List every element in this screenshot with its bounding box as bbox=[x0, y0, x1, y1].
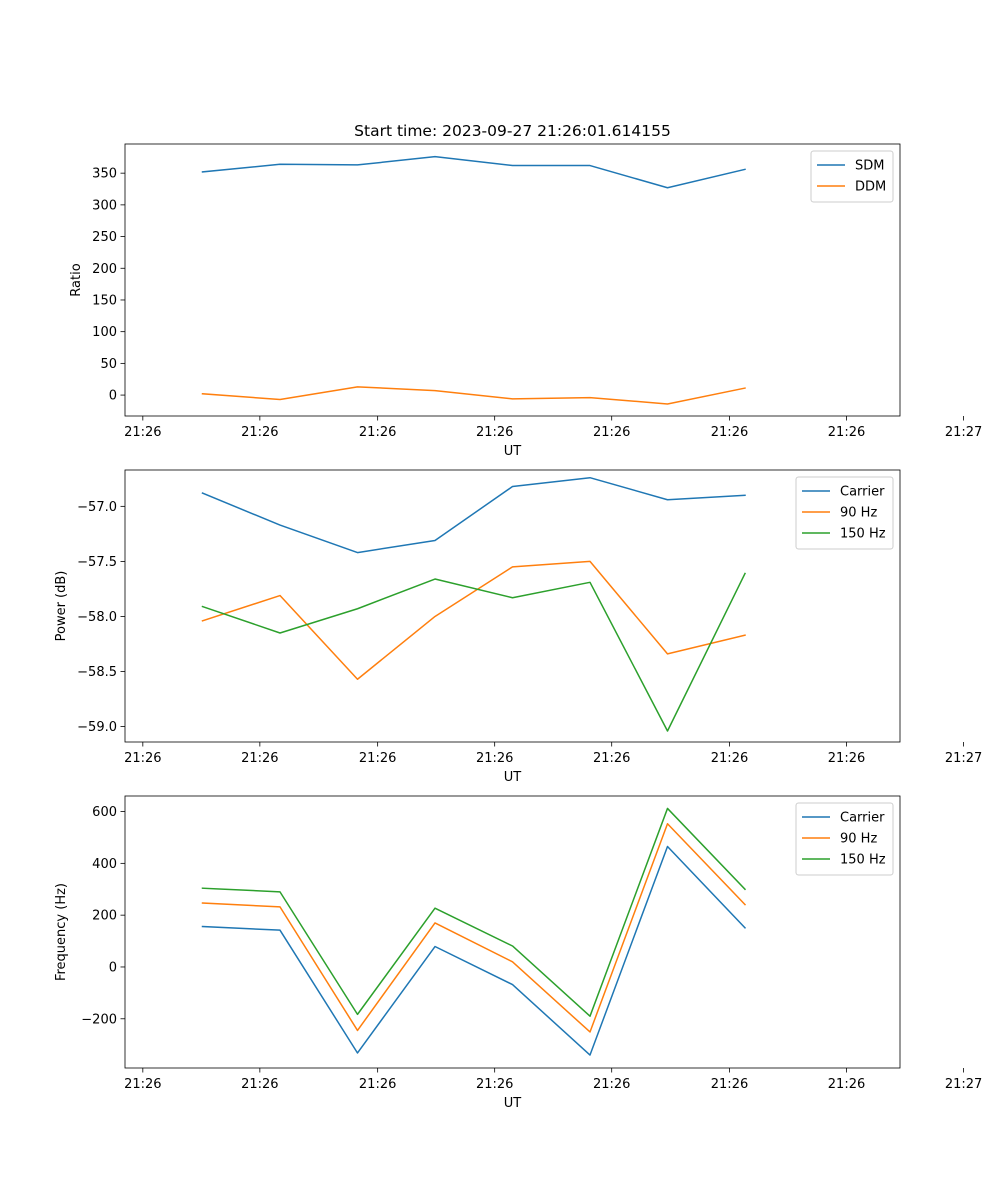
x-tick-label: 21:26 bbox=[593, 425, 630, 440]
x-tick-label: 21:26 bbox=[711, 751, 748, 766]
x-tick-label: 21:26 bbox=[359, 1077, 396, 1092]
legend-label: DDM bbox=[855, 180, 886, 195]
axes-frame bbox=[125, 144, 900, 416]
y-tick-label: 100 bbox=[92, 325, 117, 340]
x-axis-label: UT bbox=[504, 444, 522, 459]
axes-frame bbox=[125, 470, 900, 742]
x-tick-label: 21:26 bbox=[828, 1077, 865, 1092]
x-tick-label: 21:26 bbox=[828, 751, 865, 766]
x-tick-label: 21:26 bbox=[711, 425, 748, 440]
x-axis-label: UT bbox=[504, 770, 522, 785]
subplot-3: 21:26 21:26 21:26 21:26 21:26 21:26 21:26 21:27… bbox=[54, 796, 982, 1111]
x-tick-label: 21:26 bbox=[359, 751, 396, 766]
legend-label: Carrier bbox=[840, 485, 885, 500]
series-line-carrier bbox=[203, 478, 746, 553]
subplot-2: 21:26 21:26 21:26 21:26 21:26 21:26 21:26 21:27… bbox=[54, 470, 982, 785]
x-axis-label: UT bbox=[504, 1096, 522, 1111]
y-tick-label: 200 bbox=[92, 262, 117, 277]
legend: Carrier 90 Hz 150 Hz bbox=[796, 803, 893, 875]
x-tick-label: 21:26 bbox=[241, 1077, 278, 1092]
y-tick-label: 0 bbox=[109, 389, 117, 404]
y-tick-label: 300 bbox=[92, 198, 117, 213]
y-tick-label: 0 bbox=[109, 960, 117, 975]
x-tick-label: 21:26 bbox=[593, 1077, 630, 1092]
y-tick-label: 400 bbox=[92, 857, 117, 872]
x-tick-label: 21:26 bbox=[124, 425, 161, 440]
y-tick-label: −59.0 bbox=[77, 720, 117, 735]
y-axis-label: Power (dB) bbox=[54, 571, 69, 642]
y-tick-label: −57.0 bbox=[77, 500, 117, 515]
series-line-sdm bbox=[203, 157, 746, 188]
legend-label: 150 Hz bbox=[840, 527, 886, 542]
x-tick-label: 21:27 bbox=[945, 425, 982, 440]
series-line-ddm bbox=[203, 387, 746, 404]
series-line-90-hz bbox=[203, 561, 746, 679]
y-axis-label: Frequency (Hz) bbox=[54, 883, 69, 981]
y-tick-label: −57.5 bbox=[77, 555, 117, 570]
legend: SDM DDM bbox=[811, 151, 893, 202]
axes-frame bbox=[125, 796, 900, 1068]
series-line-150-hz bbox=[203, 574, 746, 731]
y-tick-label: 200 bbox=[92, 909, 117, 924]
legend-label: 90 Hz bbox=[840, 832, 877, 847]
y-axis-label: Ratio bbox=[69, 263, 84, 296]
y-tick-label: 350 bbox=[92, 167, 117, 182]
x-tick-label: 21:26 bbox=[711, 1077, 748, 1092]
y-tick-label: 50 bbox=[100, 357, 117, 372]
legend-label: Carrier bbox=[840, 811, 885, 826]
y-tick-label: 250 bbox=[92, 230, 117, 245]
x-tick-label: 21:27 bbox=[945, 751, 982, 766]
y-tick-label: −58.0 bbox=[77, 610, 117, 625]
x-tick-label: 21:26 bbox=[241, 751, 278, 766]
x-tick-label: 21:27 bbox=[945, 1077, 982, 1092]
legend-label: SDM bbox=[855, 159, 884, 174]
x-tick-label: 21:26 bbox=[476, 1077, 513, 1092]
y-tick-label: −58.5 bbox=[77, 665, 117, 680]
legend: Carrier 90 Hz 150 Hz bbox=[796, 477, 893, 549]
y-tick-label: −200 bbox=[81, 1012, 117, 1027]
x-tick-label: 21:26 bbox=[593, 751, 630, 766]
x-tick-label: 21:26 bbox=[359, 425, 396, 440]
series-line-carrier bbox=[203, 847, 746, 1056]
y-tick-label: 600 bbox=[92, 805, 117, 820]
x-tick-label: 21:26 bbox=[476, 425, 513, 440]
legend-label: 90 Hz bbox=[840, 506, 877, 521]
x-tick-label: 21:26 bbox=[124, 1077, 161, 1092]
x-tick-label: 21:26 bbox=[124, 751, 161, 766]
legend-label: 150 Hz bbox=[840, 853, 886, 868]
x-tick-label: 21:26 bbox=[241, 425, 278, 440]
x-tick-label: 21:26 bbox=[828, 425, 865, 440]
subplot-1: 21:26 21:26 21:26 21:26 21:26 21:26 21:26 21:27… bbox=[69, 122, 982, 459]
chart-title: Start time: 2023-09-27 21:26:01.614155 bbox=[354, 122, 671, 140]
x-tick-label: 21:26 bbox=[476, 751, 513, 766]
y-tick-label: 150 bbox=[92, 293, 117, 308]
